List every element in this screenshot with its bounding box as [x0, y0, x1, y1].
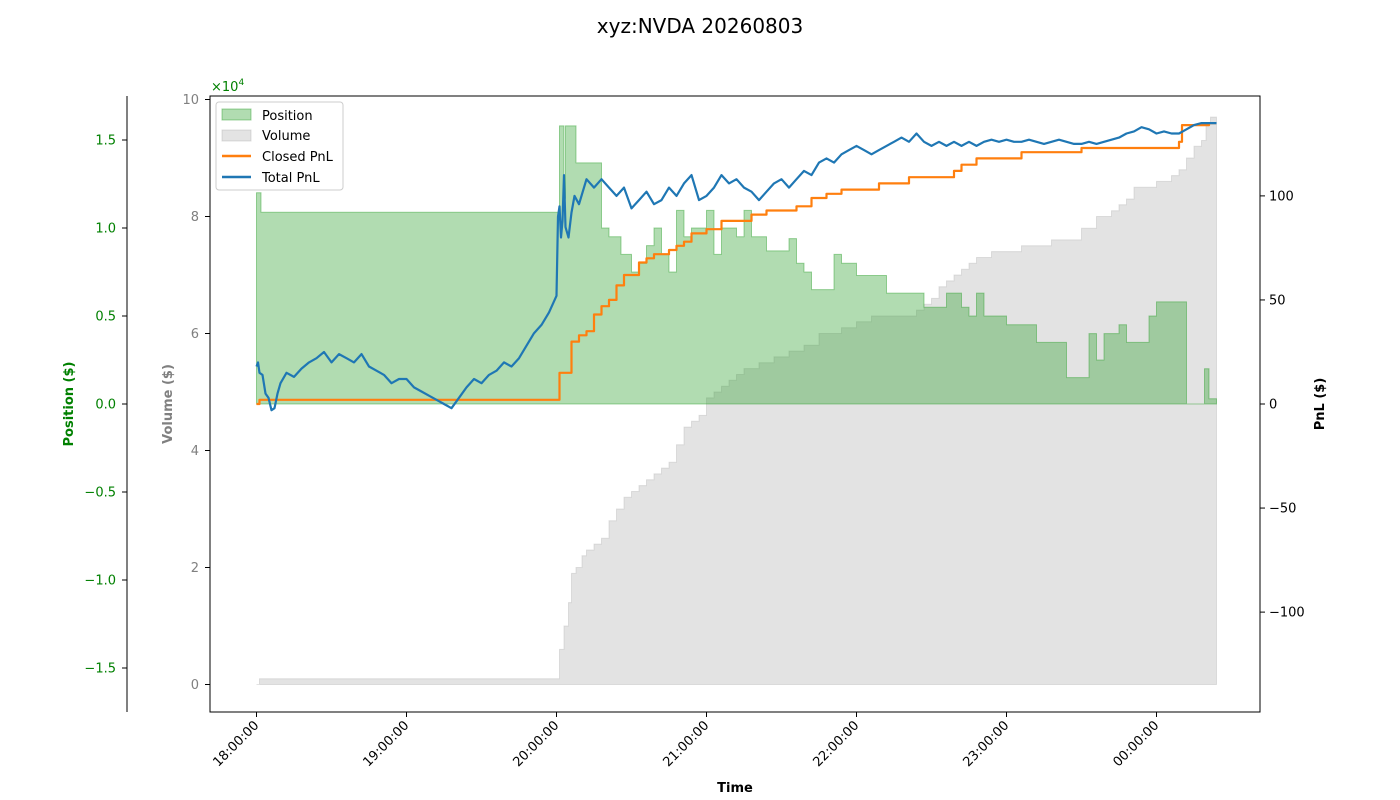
position-tick-label: −0.5 — [84, 486, 116, 501]
chart-title: xyz:NVDA 20260803 — [597, 14, 803, 38]
volume-axis: 0 2 4 6 8 10 — [182, 93, 210, 693]
volume-tick-label: 6 — [191, 327, 199, 342]
x-tick-label: 20:00:00 — [510, 718, 562, 770]
x-tick-label: 22:00:00 — [810, 718, 862, 770]
position-scale-label: ×104 — [211, 78, 244, 95]
legend: Position Volume Closed PnL Total PnL — [215, 101, 344, 191]
volume-tick-label: 0 — [191, 678, 199, 693]
position-axis-label: Position ($) — [62, 362, 77, 447]
position-tick-label: 1.5 — [95, 134, 116, 149]
position-tick-label: −1.0 — [84, 574, 116, 589]
volume-tick-label: 8 — [191, 210, 199, 225]
legend-label-closed-pnl: Closed PnL — [262, 150, 334, 165]
pnl-axis: −100 −50 0 50 100 — [1260, 189, 1305, 621]
position-tick-label: 0.5 — [95, 310, 116, 325]
closed-pnl-line — [256, 122, 1217, 406]
legend-label-volume: Volume — [262, 129, 310, 144]
volume-tick-label: 2 — [191, 561, 199, 576]
pnl-tick-label: 50 — [1269, 293, 1286, 308]
pnl-axis-label: PnL ($) — [1313, 378, 1328, 431]
x-tick-label: 21:00:00 — [660, 718, 712, 770]
plot-area — [255, 116, 1217, 685]
x-axis-label: Time — [717, 781, 753, 796]
legend-box — [215, 101, 344, 191]
legend-label-total-pnl: Total PnL — [261, 171, 320, 186]
volume-tick-label: 10 — [182, 93, 199, 108]
position-tick-label: 0.0 — [95, 398, 116, 413]
pnl-tick-label: −100 — [1269, 606, 1305, 621]
x-tick-label: 19:00:00 — [360, 718, 412, 770]
position-tick-label: 1.0 — [95, 222, 116, 237]
volume-tick-label: 4 — [191, 444, 199, 459]
total-pnl-line — [255, 122, 1217, 412]
pnl-tick-label: −50 — [1269, 502, 1296, 517]
volume-area — [256, 116, 1217, 685]
legend-label-position: Position — [262, 109, 313, 124]
volume-axis-label: Volume ($) — [161, 364, 176, 444]
pnl-tick-label: 0 — [1269, 398, 1277, 413]
pnl-tick-label: 100 — [1269, 189, 1294, 204]
x-tick-label: 18:00:00 — [210, 718, 262, 770]
x-tick-label: 23:00:00 — [960, 718, 1012, 770]
position-axis: −1.5 −1.0 −0.5 0.0 0.5 1.0 1.5 — [84, 134, 127, 677]
legend-swatch-position — [221, 108, 252, 121]
position-area — [256, 125, 1217, 405]
legend-swatch-volume — [221, 129, 252, 142]
x-tick-label: 00:00:00 — [1110, 718, 1162, 770]
x-axis: 18:00:00 19:00:00 20:00:00 21:00:00 22:00:00… — [210, 712, 1162, 770]
position-tick-label: −1.5 — [84, 662, 116, 677]
